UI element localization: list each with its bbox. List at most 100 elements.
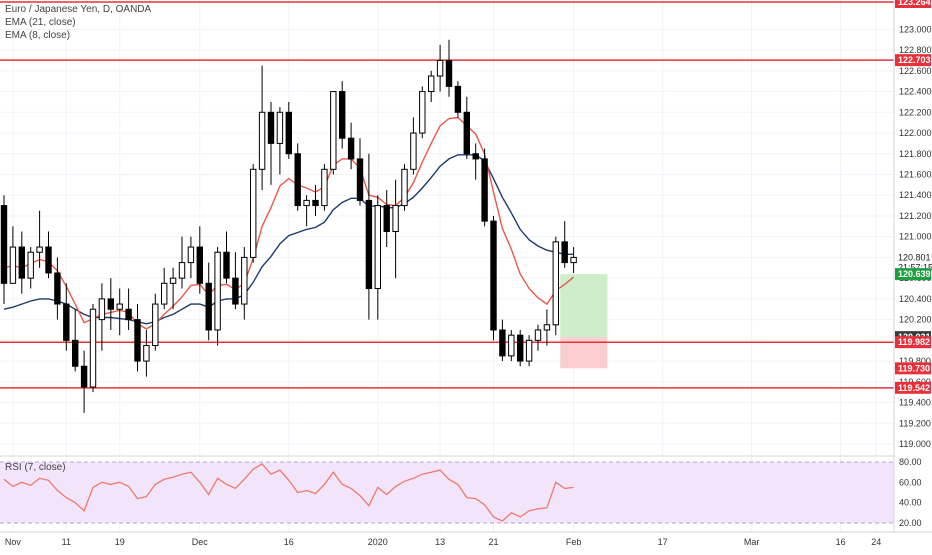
- candle[interactable]: [410, 117, 417, 175]
- rsi-line[interactable]: [3, 463, 574, 522]
- candle[interactable]: [276, 107, 284, 175]
- bull-candle-body: [570, 256, 577, 264]
- candle[interactable]: [534, 324, 542, 351]
- ema21-legend[interactable]: EMA (21, close): [5, 17, 76, 28]
- candle[interactable]: [490, 215, 497, 341]
- price-tick-label: 121.400: [899, 190, 932, 200]
- bear-candle-body: [205, 282, 212, 331]
- candle[interactable]: [419, 86, 426, 139]
- price-badge[interactable]: 120.801: [895, 251, 931, 264]
- candle[interactable]: [499, 319, 506, 362]
- price-badge[interactable]: 119.982: [895, 336, 931, 349]
- bear-candle-body: [454, 85, 462, 113]
- candle[interactable]: [205, 262, 212, 341]
- candle[interactable]: [125, 288, 132, 330]
- candle[interactable]: [161, 267, 168, 310]
- time-axis[interactable]: [0, 532, 932, 550]
- candle[interactable]: [187, 236, 195, 279]
- candle[interactable]: [428, 70, 435, 102]
- price-badge-bg: [895, 251, 931, 264]
- take-profit-zone[interactable]: [560, 274, 608, 338]
- candle[interactable]: [98, 283, 106, 351]
- candle[interactable]: [374, 195, 382, 320]
- candle[interactable]: [517, 329, 524, 367]
- price-badge[interactable]: 120.639: [895, 268, 931, 281]
- candle[interactable]: [525, 335, 533, 367]
- candle[interactable]: [116, 288, 123, 336]
- candle[interactable]: [285, 101, 293, 159]
- candle[interactable]: [169, 267, 177, 310]
- candle[interactable]: [436, 44, 444, 92]
- candle[interactable]: [472, 143, 479, 180]
- candle[interactable]: [330, 91, 337, 175]
- candle[interactable]: [232, 252, 239, 310]
- candle[interactable]: [339, 81, 346, 149]
- price-tick-label: 119.000: [899, 439, 931, 449]
- candle[interactable]: [552, 236, 559, 336]
- price-badge[interactable]: 122.703: [895, 54, 931, 67]
- candle[interactable]: [250, 164, 257, 263]
- bull-candle-body: [152, 303, 159, 347]
- candle[interactable]: [508, 329, 515, 362]
- bull-candle-body: [303, 199, 310, 207]
- candle[interactable]: [258, 65, 266, 191]
- candle[interactable]: [72, 309, 79, 372]
- candle[interactable]: [143, 329, 150, 377]
- bear-candle-body: [481, 158, 488, 222]
- candle[interactable]: [356, 138, 364, 206]
- candle[interactable]: [303, 195, 310, 227]
- candle[interactable]: [383, 190, 390, 248]
- bear-candle-body: [285, 111, 293, 155]
- rsi-tick-label: 40.00: [899, 498, 922, 508]
- candle[interactable]: [241, 247, 248, 320]
- candle[interactable]: [347, 122, 355, 170]
- candle[interactable]: [89, 304, 97, 393]
- bear-candle-body: [383, 205, 390, 233]
- candle[interactable]: [107, 278, 114, 330]
- candle[interactable]: [9, 226, 17, 284]
- price-badge[interactable]: 119.542: [895, 381, 931, 394]
- ema8-legend[interactable]: EMA (8, close): [5, 30, 71, 41]
- candle[interactable]: [463, 96, 471, 159]
- rsi-legend[interactable]: RSI (7, close): [5, 462, 66, 473]
- candle[interactable]: [312, 184, 319, 216]
- candle[interactable]: [294, 143, 301, 211]
- candle[interactable]: [54, 257, 61, 320]
- candle[interactable]: [36, 210, 43, 268]
- candle[interactable]: [570, 247, 577, 273]
- candle[interactable]: [365, 153, 373, 320]
- candle[interactable]: [80, 350, 88, 413]
- bull-candle-body: [410, 132, 417, 170]
- candle[interactable]: [445, 39, 453, 97]
- candle[interactable]: [454, 81, 462, 118]
- candle[interactable]: [214, 247, 221, 346]
- candle[interactable]: [392, 179, 399, 279]
- time-tick-label: 2020: [368, 537, 388, 547]
- candle[interactable]: [0, 195, 8, 305]
- candle[interactable]: [401, 164, 408, 211]
- candle[interactable]: [27, 247, 34, 289]
- symbol-legend[interactable]: Euro / Japanese Yen, D, OANDA: [5, 4, 152, 15]
- candle[interactable]: [196, 226, 204, 294]
- candle[interactable]: [267, 101, 275, 185]
- candle[interactable]: [152, 293, 159, 351]
- candle[interactable]: [321, 164, 328, 211]
- candle[interactable]: [561, 221, 568, 268]
- price-tick-label: 121.600: [899, 169, 932, 179]
- candle[interactable]: [481, 148, 488, 227]
- bear-candle-body: [294, 153, 301, 207]
- candle[interactable]: [134, 304, 141, 372]
- price-badge[interactable]: 119.730: [895, 362, 931, 375]
- price-badge-label: 122.703: [898, 55, 931, 65]
- candle[interactable]: [63, 283, 70, 351]
- price-badge-bg: [895, 362, 931, 375]
- candle[interactable]: [223, 231, 230, 284]
- price-badge[interactable]: 123.264: [895, 0, 931, 8]
- price-tick-label: 122.200: [899, 107, 932, 117]
- candle[interactable]: [178, 236, 186, 289]
- candle[interactable]: [543, 309, 551, 346]
- candle[interactable]: [45, 231, 52, 279]
- candle[interactable]: [18, 231, 26, 294]
